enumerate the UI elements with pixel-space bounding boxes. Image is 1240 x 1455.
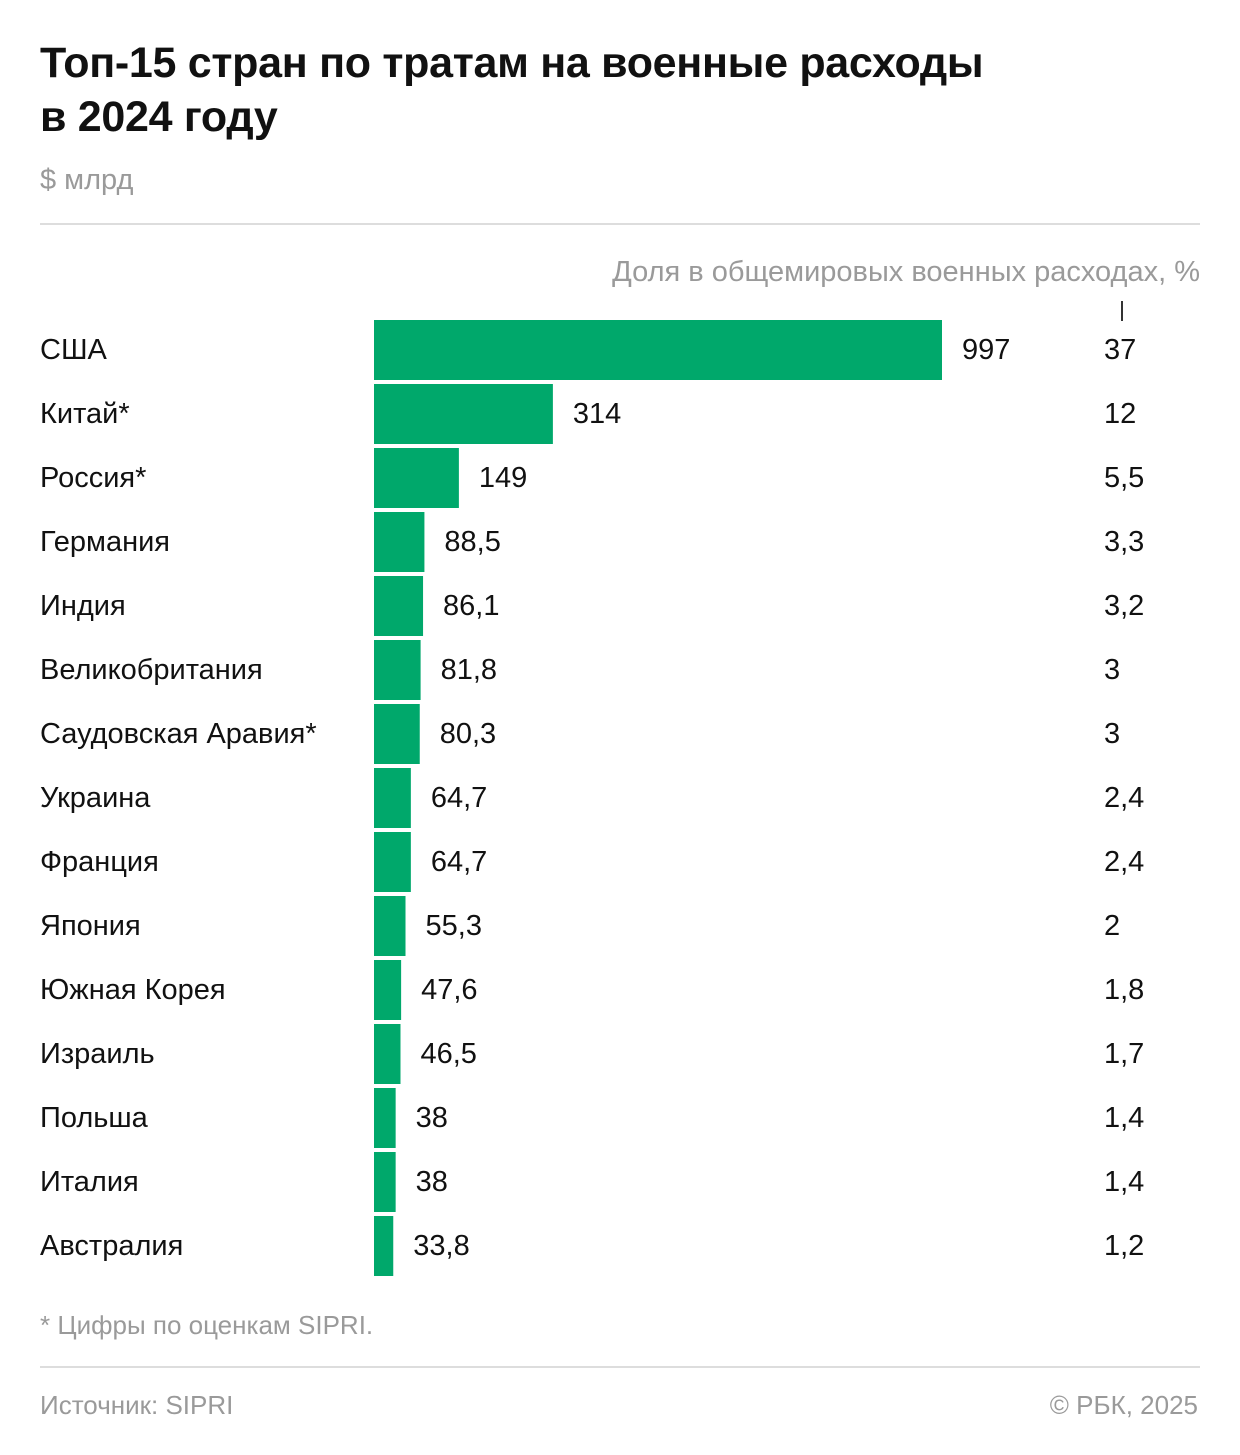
bar bbox=[374, 960, 402, 1020]
share-value-label: 37 bbox=[1104, 334, 1136, 366]
share-value-label: 2 bbox=[1104, 910, 1120, 942]
bar bbox=[374, 640, 421, 700]
share-value-label: 3 bbox=[1104, 654, 1120, 686]
bar-value-label: 64,7 bbox=[431, 846, 487, 878]
bar-value-label: 80,3 bbox=[440, 718, 496, 750]
category-label: США bbox=[40, 334, 108, 366]
share-value-label: 12 bbox=[1104, 398, 1136, 430]
share-column-tick bbox=[1121, 301, 1123, 321]
source-label: Источник: SIPRI bbox=[40, 1390, 234, 1420]
footnote: * Цифры по оценкам SIPRI. bbox=[40, 1310, 374, 1340]
bar bbox=[374, 1088, 396, 1148]
share-value-label: 1,7 bbox=[1104, 1038, 1144, 1070]
share-value-label: 1,4 bbox=[1104, 1102, 1144, 1134]
share-value-label: 1,4 bbox=[1104, 1166, 1144, 1198]
share-value-label: 3,2 bbox=[1104, 590, 1144, 622]
bar-value-label: 64,7 bbox=[431, 782, 487, 814]
bar bbox=[374, 1152, 396, 1212]
bar bbox=[374, 384, 553, 444]
bar-value-label: 55,3 bbox=[426, 910, 482, 942]
bar bbox=[374, 512, 425, 572]
category-label: Италия bbox=[40, 1166, 139, 1198]
share-value-label: 1,2 bbox=[1104, 1230, 1144, 1262]
category-label: Германия bbox=[40, 526, 170, 558]
category-label: Польша bbox=[40, 1102, 149, 1134]
unit-label: $ млрд bbox=[40, 164, 134, 196]
category-label: Саудовская Аравия* bbox=[40, 718, 317, 750]
chart-title: Топ-15 стран по тратам на военные расход… bbox=[40, 36, 1200, 144]
category-label: Китай* bbox=[40, 398, 130, 430]
bar-value-label: 86,1 bbox=[443, 590, 499, 622]
category-label: Индия bbox=[40, 590, 126, 622]
bar-value-label: 997 bbox=[962, 334, 1010, 366]
bar bbox=[374, 768, 411, 828]
category-label: Австралия bbox=[40, 1230, 183, 1262]
category-label: Россия* bbox=[40, 462, 146, 494]
category-label: Япония bbox=[40, 910, 141, 942]
share-column-label: Доля в общемировых военных расходах, % bbox=[612, 256, 1200, 288]
bar-chart: США 997 37 Китай* 314 12 Россия* 149 5,5 Германия… bbox=[40, 320, 1144, 1276]
bar bbox=[374, 1216, 394, 1276]
copyright-label: © РБК, 2025 bbox=[1049, 1390, 1198, 1420]
bar bbox=[374, 832, 411, 892]
bar bbox=[374, 896, 406, 956]
share-value-label: 2,4 bbox=[1104, 846, 1144, 878]
bar-value-label: 81,8 bbox=[441, 654, 497, 686]
chart-title-line-2: в 2024 году bbox=[40, 93, 278, 141]
bar-value-label: 33,8 bbox=[413, 1230, 469, 1262]
bar bbox=[374, 576, 424, 636]
share-value-label: 5,5 bbox=[1104, 462, 1144, 494]
bar bbox=[374, 1024, 401, 1084]
category-label: Израиль bbox=[40, 1038, 155, 1070]
bar-value-label: 46,5 bbox=[420, 1038, 476, 1070]
share-value-label: 1,8 bbox=[1104, 974, 1144, 1006]
category-label: Великобритания bbox=[40, 654, 263, 686]
bar bbox=[374, 320, 942, 380]
bar-value-label: 314 bbox=[573, 398, 621, 430]
bar-value-label: 88,5 bbox=[444, 526, 500, 558]
share-value-label: 2,4 bbox=[1104, 782, 1144, 814]
bar bbox=[374, 448, 459, 508]
share-value-label: 3 bbox=[1104, 718, 1120, 750]
bar-value-label: 149 bbox=[479, 462, 527, 494]
category-label: Украина bbox=[40, 782, 151, 814]
bar-value-label: 38 bbox=[416, 1166, 448, 1198]
top-divider bbox=[40, 223, 1200, 225]
share-value-label: 3,3 bbox=[1104, 526, 1144, 558]
category-label: Франция bbox=[40, 846, 159, 878]
bar bbox=[374, 704, 420, 764]
bottom-divider bbox=[40, 1366, 1200, 1368]
chart-title-line-1: Топ-15 стран по тратам на военные расход… bbox=[40, 39, 984, 87]
bar-value-label: 38 bbox=[416, 1102, 448, 1134]
category-label: Южная Корея bbox=[40, 974, 226, 1006]
bar-value-label: 47,6 bbox=[421, 974, 477, 1006]
